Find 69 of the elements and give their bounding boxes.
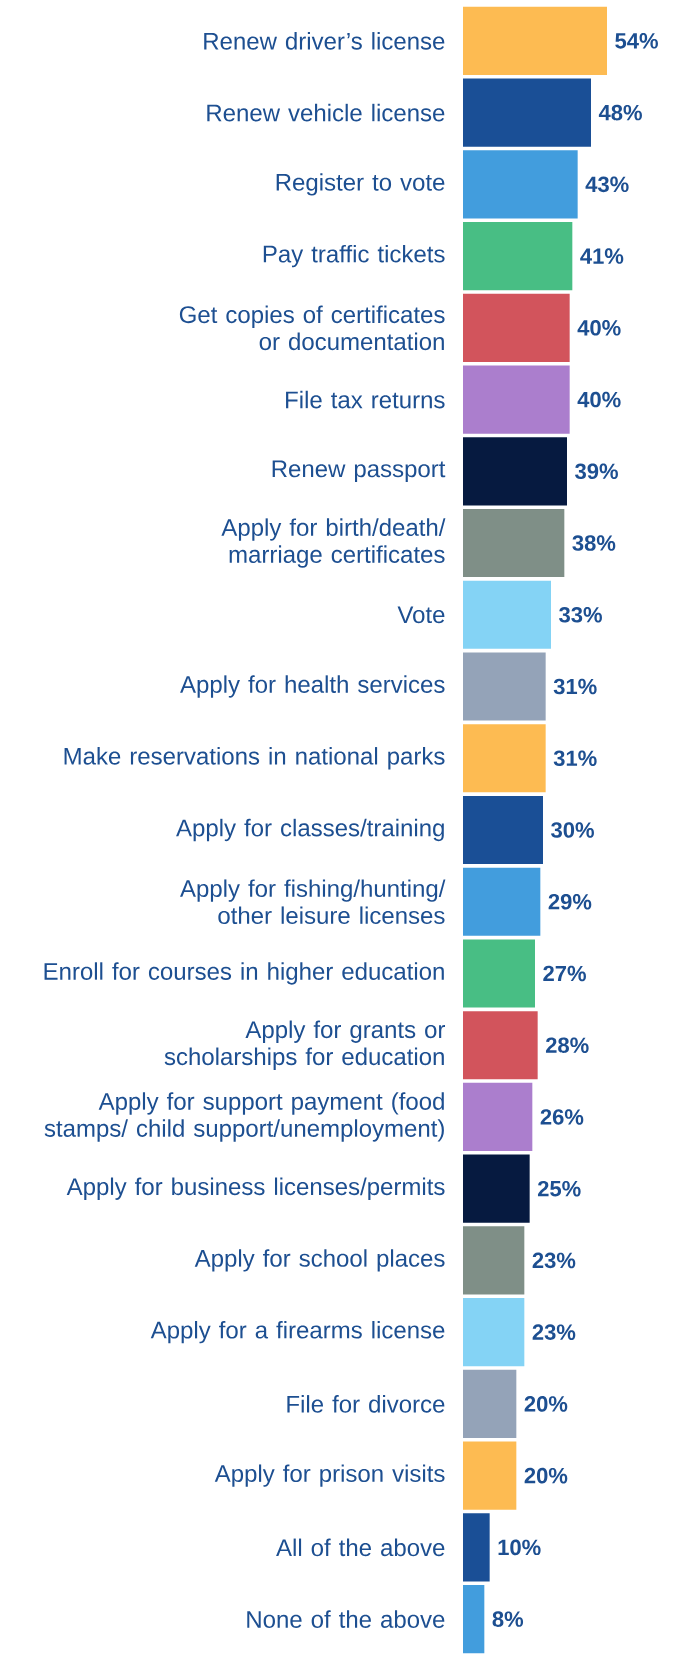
bar bbox=[463, 939, 535, 1008]
data-label: 43% bbox=[585, 176, 629, 193]
data-label: 48% bbox=[598, 104, 642, 121]
y-tick-label: Apply for grants or scholarships for education bbox=[164, 1020, 446, 1070]
y-tick-label: Apply for a firearms license bbox=[150, 1320, 445, 1344]
data-label: 28% bbox=[545, 1037, 589, 1053]
data-label: 23% bbox=[532, 1252, 576, 1269]
bar bbox=[463, 6, 607, 75]
bar bbox=[463, 1369, 517, 1438]
data-label: 40% bbox=[577, 320, 621, 336]
y-tick-label: File for divorce bbox=[287, 1395, 445, 1413]
bar bbox=[463, 1441, 517, 1510]
data-label: 38% bbox=[572, 535, 616, 551]
y-tick-label: Apply for classes/training bbox=[176, 818, 444, 842]
data-label: 20% bbox=[524, 1467, 568, 1484]
bar bbox=[463, 1082, 533, 1152]
data-label: 25% bbox=[537, 1180, 581, 1197]
bar bbox=[463, 1226, 525, 1295]
bar bbox=[463, 652, 546, 721]
data-label: 8% bbox=[492, 1611, 524, 1627]
data-label: 26% bbox=[540, 1109, 584, 1125]
bar bbox=[463, 150, 578, 219]
bar bbox=[463, 365, 570, 434]
bar bbox=[463, 437, 567, 506]
y-tick-label: Apply for prison visits bbox=[214, 1464, 445, 1487]
y-tick-label: File tax returns bbox=[286, 390, 445, 409]
y-tick-label: Make reservations in national parks bbox=[64, 747, 445, 770]
bar bbox=[463, 724, 546, 793]
y-tick-label: Renew passport bbox=[272, 460, 446, 483]
bar bbox=[463, 1298, 525, 1367]
bar bbox=[463, 1154, 530, 1223]
y-tick-label: Apply for birth/death/ marriage certificates bbox=[221, 518, 446, 568]
bar bbox=[463, 867, 541, 936]
y-tick-label: Pay traffic tickets bbox=[263, 244, 445, 268]
bar bbox=[463, 508, 565, 578]
bar bbox=[463, 580, 551, 649]
y-tick-label: Apply for school places bbox=[194, 1249, 445, 1272]
y-tick-label: Apply for business licenses/permits bbox=[66, 1177, 445, 1200]
data-label: 20% bbox=[524, 1396, 568, 1412]
y-tick-label: Apply for support payment (food stamps/ child support/unemployment) bbox=[44, 1092, 444, 1142]
data-label: 31% bbox=[553, 750, 597, 767]
data-label: 40% bbox=[577, 391, 621, 408]
y-tick-label: Renew driver’s license bbox=[204, 32, 445, 50]
data-label: 27% bbox=[543, 965, 586, 982]
data-label: 10% bbox=[498, 1539, 541, 1556]
bar bbox=[463, 1585, 485, 1654]
y-tick-label: Apply for fishing/hunting/ other leisure licenses bbox=[180, 879, 446, 925]
y-tick-label: Renew vehicle license bbox=[207, 103, 445, 122]
y-tick-label: Get copies of certificates or documentation bbox=[179, 305, 445, 351]
data-label: 33% bbox=[559, 606, 602, 623]
data-label: 29% bbox=[548, 893, 592, 910]
y-tick-label: Enroll for courses in higher education bbox=[44, 962, 444, 985]
bar bbox=[463, 795, 543, 865]
bar bbox=[463, 1011, 538, 1080]
bar bbox=[463, 78, 591, 147]
bar bbox=[463, 222, 573, 291]
y-tick-label: All of the above bbox=[276, 1538, 445, 1557]
data-label: 54% bbox=[615, 33, 658, 49]
data-label: 31% bbox=[553, 678, 597, 695]
bar bbox=[463, 293, 570, 362]
y-tick-label: Vote bbox=[397, 606, 445, 624]
data-label: 23% bbox=[532, 1324, 576, 1340]
data-label: 41% bbox=[580, 248, 624, 264]
y-tick-label: None of the above bbox=[247, 1610, 445, 1628]
y-tick-label: Apply for health services bbox=[180, 675, 445, 698]
y-tick-label: Register to vote bbox=[276, 173, 445, 196]
bar bbox=[463, 1513, 490, 1582]
data-label: 30% bbox=[551, 822, 594, 838]
data-label: 39% bbox=[575, 463, 618, 480]
